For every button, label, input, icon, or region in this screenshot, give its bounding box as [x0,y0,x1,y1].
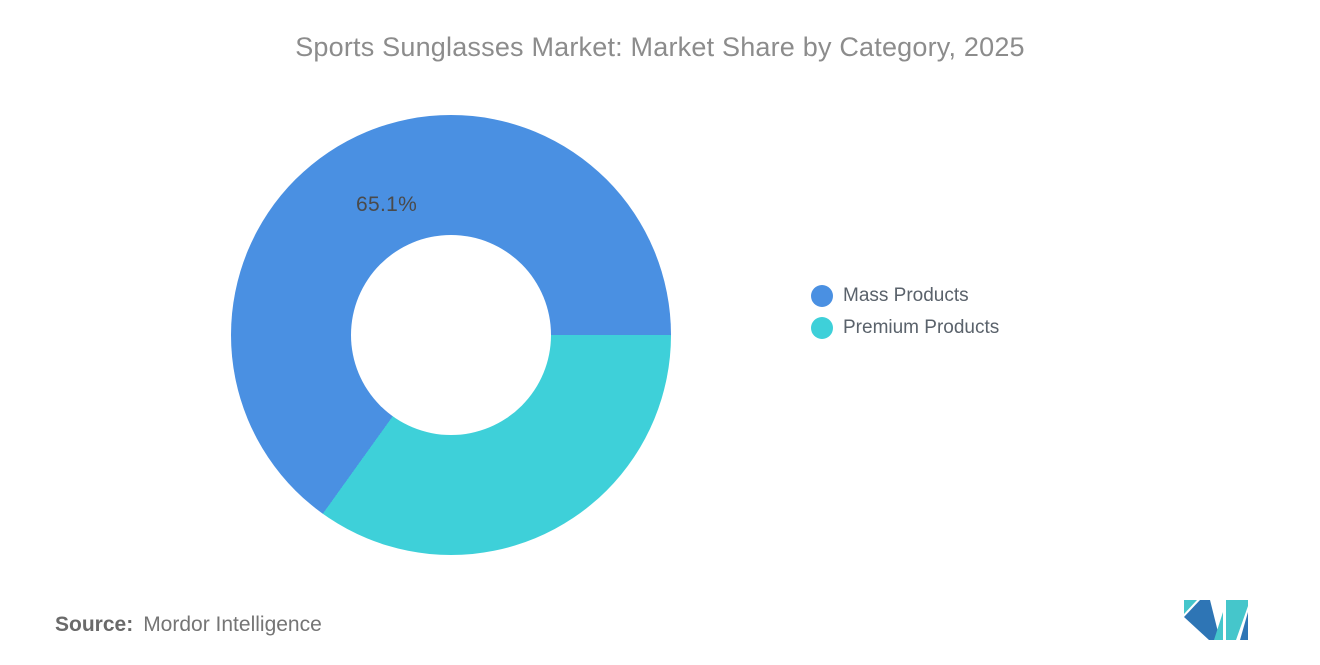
legend-label-premium: Premium Products [843,317,1000,338]
source-line: Source: Mordor Intelligence [55,613,322,637]
legend-item-mass-products[interactable]: Mass Products [811,285,999,307]
legend: Mass Products Premium Products [811,285,999,339]
source-text: Mordor Intelligence [143,613,322,636]
donut-chart [231,115,671,555]
mordor-intelligence-logo-icon [1184,600,1248,640]
source-prefix: Source: [55,613,134,636]
data-label-mass-products: 65.1% [356,193,418,216]
donut-hole [351,235,551,435]
chart-title: Sports Sunglasses Market: Market Share b… [295,32,1025,62]
legend-swatch-mass-icon [811,285,833,307]
legend-label-mass: Mass Products [843,285,969,306]
legend-item-premium-products[interactable]: Premium Products [811,317,999,339]
legend-swatch-premium-icon [811,317,833,339]
